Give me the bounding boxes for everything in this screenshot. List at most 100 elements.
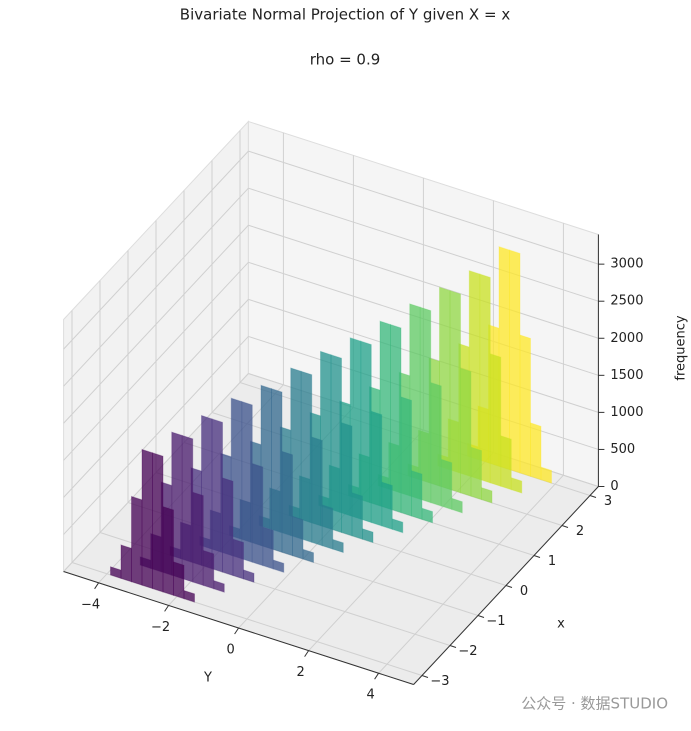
bar: [500, 435, 512, 491]
bar: [181, 434, 194, 583]
grid-line: [248, 224, 599, 339]
bar: [262, 526, 274, 570]
y-tick: [421, 675, 429, 678]
x-axis-label: Y: [203, 671, 212, 686]
chart-title: Bivariate Normal Projection of Y given X…: [180, 6, 511, 24]
bar: [421, 507, 433, 524]
y-tick-label: 1: [548, 554, 556, 569]
bar: [192, 491, 204, 587]
z-tick-label: 2500: [610, 294, 643, 309]
bar: [271, 388, 283, 553]
y-tick: [561, 525, 569, 528]
bar: [440, 458, 453, 511]
watermark: 公众号 · 数据STUDIO: [521, 695, 668, 713]
grid-line: [63, 224, 249, 424]
bar: [470, 446, 482, 501]
grid-line: [248, 187, 599, 302]
bar: [519, 334, 531, 477]
bar: [332, 538, 344, 554]
bar: [272, 559, 285, 573]
y-tick: [533, 555, 541, 558]
bar: [152, 452, 164, 593]
grid-line: [63, 261, 249, 461]
bar: [241, 400, 253, 563]
bar: [390, 323, 402, 514]
bar: [451, 497, 463, 514]
z-axis-label: frequency: [674, 315, 689, 381]
y-tick: [449, 645, 457, 648]
z-tick-label: 3000: [610, 257, 643, 272]
bar: [232, 538, 244, 580]
bar: [509, 249, 521, 474]
y-axis-label: x: [557, 617, 565, 632]
bar: [381, 481, 393, 530]
bar: [362, 528, 374, 544]
bar: [213, 579, 225, 593]
bar: [281, 450, 293, 557]
axis-line: [413, 486, 599, 685]
grid-line: [63, 187, 249, 387]
x-tick: [234, 627, 240, 635]
z-tick-label: 500: [610, 442, 635, 457]
bar: [330, 354, 342, 534]
bar: [510, 477, 523, 494]
y-tick-label: 0: [520, 584, 528, 599]
bar: [481, 486, 493, 504]
bar: [292, 515, 304, 560]
y-tick-label: 2: [576, 524, 584, 539]
z-tick-label: 0: [610, 479, 618, 494]
bar: [131, 495, 143, 586]
grid-line: [248, 150, 599, 265]
z-tick-label: 1000: [610, 405, 643, 420]
bar: [430, 381, 442, 507]
bar: [530, 422, 542, 481]
y-tick: [505, 585, 513, 588]
grid-line: [63, 150, 249, 350]
bar: [173, 561, 185, 600]
x-tick: [164, 605, 170, 612]
grid-line: [63, 336, 249, 535]
bar: [370, 410, 383, 527]
x-tick-label: −4: [81, 597, 100, 612]
bar: [243, 569, 255, 583]
bar: [400, 396, 412, 517]
bar: [391, 518, 404, 534]
bar: [321, 504, 334, 550]
z-tick-label: 2000: [610, 331, 643, 346]
x-tick-label: 4: [366, 688, 374, 703]
bar: [300, 370, 313, 543]
bar: [211, 418, 223, 573]
bar: [120, 544, 132, 583]
x-tick: [374, 672, 380, 680]
bar: [419, 306, 432, 504]
bar: [460, 367, 472, 497]
bar: [311, 436, 323, 547]
bar: [341, 422, 353, 537]
grid-line: [63, 299, 249, 498]
bar: [540, 466, 552, 484]
y-tick-label: −3: [430, 674, 449, 689]
chart-subtitle: rho = 0.9: [310, 51, 381, 69]
bar: [183, 589, 195, 603]
bar: [360, 340, 372, 524]
bar: [411, 470, 423, 521]
x-tick-label: −2: [151, 620, 170, 635]
z-tick-label: 1500: [610, 368, 643, 383]
x-tick: [304, 650, 310, 657]
bar: [202, 549, 215, 590]
x-tick-label: 2: [296, 665, 304, 680]
bar: [479, 273, 491, 484]
bar: [222, 477, 234, 577]
y-tick-label: −1: [486, 614, 505, 629]
bar: [162, 505, 174, 596]
y-tick: [589, 495, 597, 498]
y-tick-label: −2: [458, 644, 477, 659]
axis-line: [63, 571, 414, 685]
x-tick-label: 0: [226, 643, 234, 658]
bar: [449, 290, 461, 494]
bar: [302, 548, 314, 564]
y-tick: [477, 615, 485, 618]
x-tick: [94, 582, 100, 590]
bar: [251, 462, 264, 567]
bar: [351, 492, 363, 540]
